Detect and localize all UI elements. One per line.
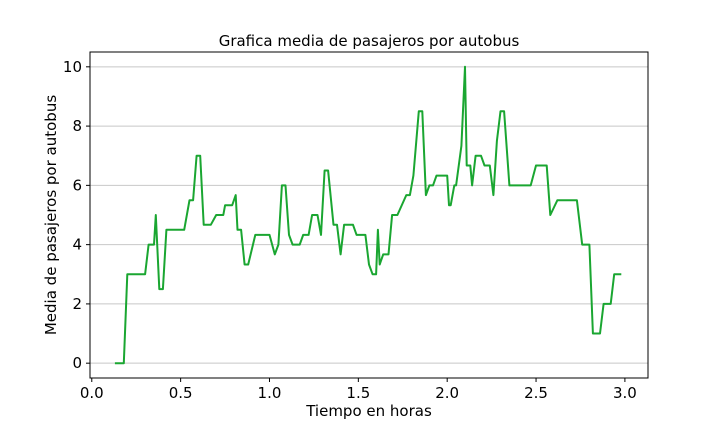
x-axis-label: Tiempo en horas	[305, 402, 432, 420]
series-line-pasajeros	[114, 65, 622, 365]
x-tick-label: 0.0	[80, 384, 104, 402]
y-tick-label: 8	[72, 117, 82, 135]
y-tick-label: 0	[72, 354, 82, 372]
y-tick-label: 4	[72, 236, 82, 254]
x-tick-label: 3.0	[613, 384, 637, 402]
y-tick-label: 6	[72, 176, 82, 194]
x-tick-label: 2.0	[435, 384, 459, 402]
x-tick-label: 1.5	[346, 384, 370, 402]
x-axis: 0.0 0.5 1.0 1.5 2.0 2.5 3.0	[80, 378, 637, 402]
y-axis: 0 2 4 6 8 10	[63, 58, 90, 372]
y-tick-label: 10	[63, 58, 82, 76]
x-tick-label: 1.0	[258, 384, 282, 402]
chart-title: Grafica media de pasajeros por autobus	[219, 32, 520, 50]
grid-lines	[90, 66, 648, 364]
x-tick-label: 0.5	[169, 384, 193, 402]
plot-frame	[89, 51, 649, 379]
x-tick-label: 2.5	[524, 384, 548, 402]
y-axis-label: Media de pasajeros por autobus	[42, 95, 60, 335]
y-tick-label: 2	[72, 295, 82, 313]
